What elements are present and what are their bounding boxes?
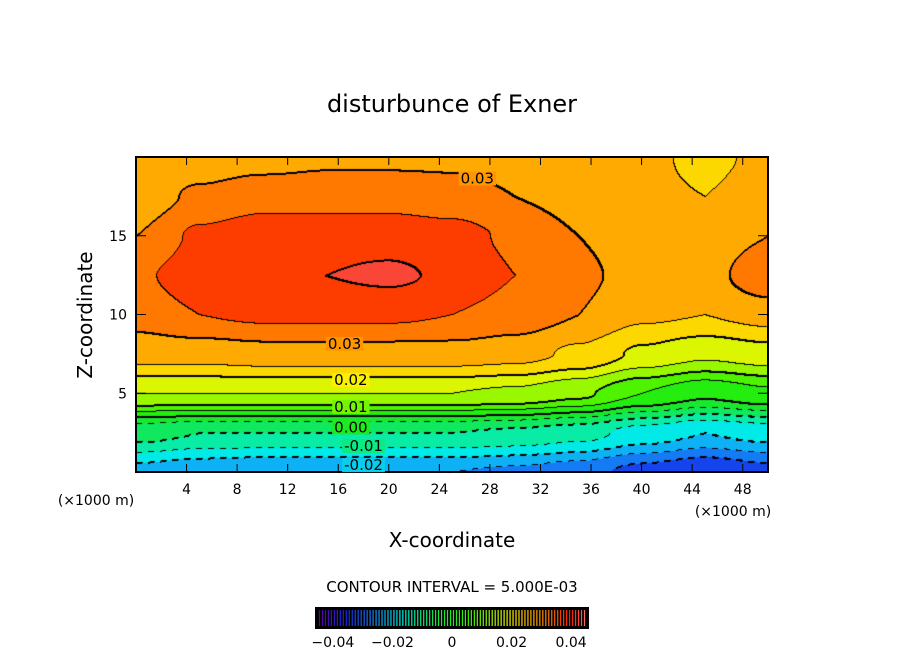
x-tick-label: 44: [683, 482, 701, 498]
x-tick-label: 40: [633, 482, 651, 498]
contour-interval-text: CONTOUR INTERVAL = 5.000E-03: [326, 578, 577, 596]
contour-label: 0.02: [334, 371, 367, 389]
x-tick-label: 28: [481, 482, 499, 498]
y-axis: 5 10 15: [109, 229, 768, 402]
contour-label-background: [332, 373, 370, 388]
contour-label-background: [332, 399, 370, 414]
contour-label: -0.02: [344, 456, 383, 474]
colorbar-tick-label: −0.02: [371, 635, 414, 651]
contour-label-background: [325, 336, 364, 351]
contour-label: -0.01: [344, 437, 383, 455]
contour-label: 0.03: [461, 169, 494, 187]
chart-title: disturbunce of Exner: [327, 90, 577, 118]
y-tick-label: 5: [118, 386, 127, 402]
x-axis: 4 8 12 16 20 24 28 32 36 40 44 48: [182, 157, 752, 498]
x-tick-label: 36: [582, 482, 600, 498]
x-unit-label-left: (×1000 m): [58, 493, 134, 509]
y-tick-label: 15: [109, 229, 127, 245]
contour-labels: 0.03 0.03 0.02 0.01 0.00-0.01-0.02: [325, 169, 496, 474]
plot-frame: [135, 156, 769, 473]
contour-field: [136, 157, 768, 472]
x-tick-label: 8: [233, 482, 242, 498]
colorbar-tick-label: −0.04: [311, 635, 354, 651]
x-unit-label-right: (×1000 m): [695, 504, 771, 520]
contour-label: 0.03: [328, 335, 361, 353]
y-tick-label: 10: [109, 308, 127, 324]
contour-label: 0.00: [334, 418, 367, 436]
colorbar-tick-label: 0.02: [496, 635, 527, 651]
x-tick-label: 32: [532, 482, 550, 498]
contour-label-background: [342, 458, 385, 473]
x-axis-title: X-coordinate: [389, 528, 516, 552]
colorbar-tick-label: 0: [448, 635, 457, 651]
contour-label: 0.01: [334, 398, 367, 416]
x-tick-label: 48: [734, 482, 752, 498]
colorbar-background: [315, 607, 589, 629]
contour-label-background: [342, 439, 385, 454]
contour-label-background: [332, 420, 370, 435]
x-tick-label: 16: [329, 482, 347, 498]
x-tick-label: 24: [430, 482, 448, 498]
x-tick-label: 12: [279, 482, 297, 498]
contour-label-background: [458, 171, 496, 186]
y-axis-title: Z-coordinate: [73, 251, 97, 378]
x-tick-label: 4: [182, 482, 191, 498]
x-tick-label: 20: [380, 482, 398, 498]
colorbar-tick-label: 0.04: [556, 635, 587, 651]
colorbar-ticks: −0.04 −0.02 0 0.02 0.04: [311, 635, 586, 651]
colorbar: [318, 610, 586, 626]
